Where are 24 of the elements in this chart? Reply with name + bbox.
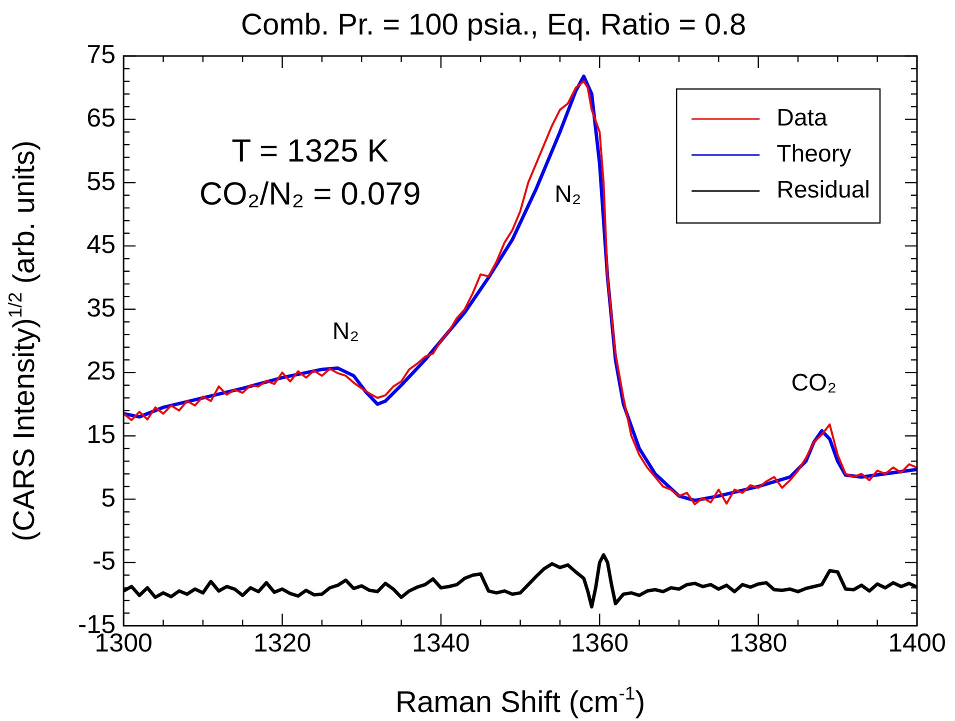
y-tick-label: 45 [86,229,116,260]
legend-label: Data [776,104,828,132]
x-tick-label: 1340 [412,628,470,658]
legend-label: Theory [776,140,852,168]
chart-title: Comb. Pr. = 100 psia., Eq. Ratio = 0.8 [240,8,746,42]
x-tick-label: 1360 [570,628,629,658]
y-tick-label: -5 [92,546,116,576]
annotation: T = 1325 K [232,132,388,169]
annotation: CO₂/N₂ = 0.079 [199,175,421,212]
y-tick-label: 5 [101,482,116,512]
y-tick-label: 55 [86,166,116,196]
x-tick-label: 1320 [253,628,312,658]
annotation: N₂ [554,181,582,208]
y-tick-label: 75 [86,39,116,70]
y-axis-title: (CARS Intensity)1/2 (arb. units) [4,140,41,542]
annotation: N₂ [332,318,360,345]
y-tick-label: 65 [86,102,116,132]
y-tick-label: 15 [86,419,116,450]
x-tick-label: 1380 [729,628,788,658]
x-tick-label: 1400 [888,628,946,658]
legend-label: Residual [776,176,870,204]
y-tick-label: 35 [86,292,116,322]
y-tick-label: 25 [86,356,116,386]
annotation: CO₂ [791,369,837,396]
